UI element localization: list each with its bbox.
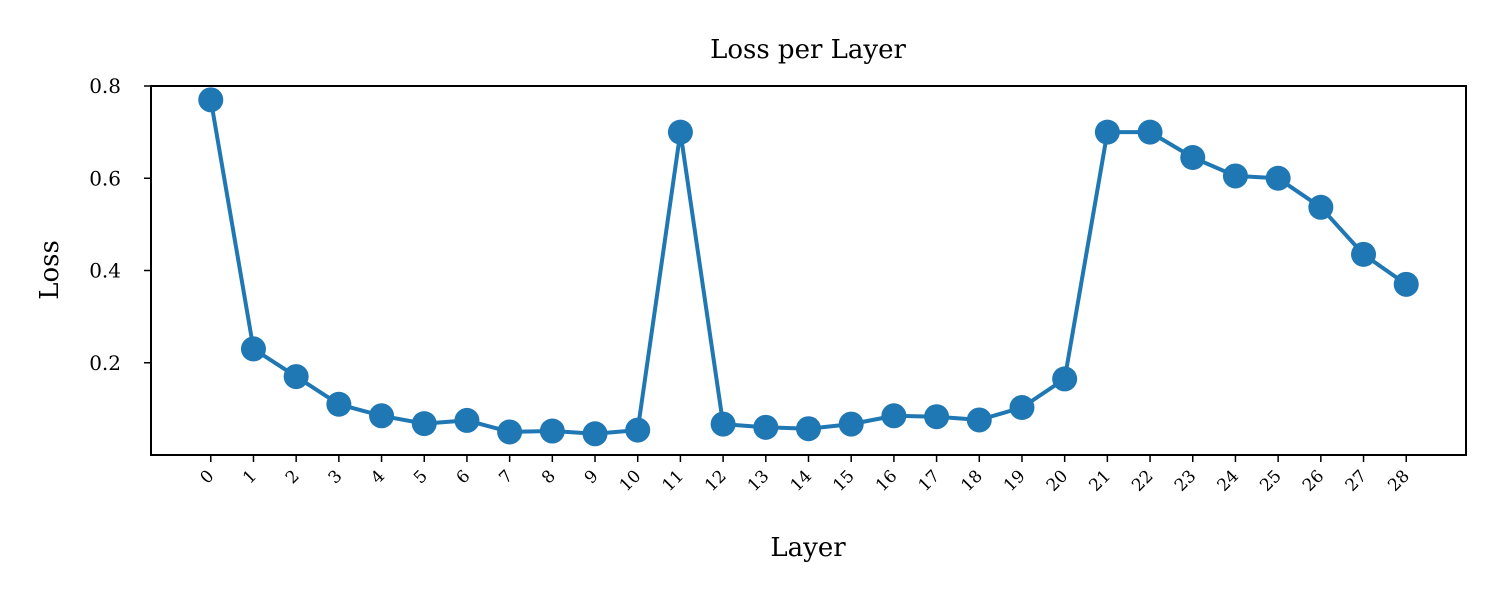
data-point [326,391,352,417]
data-point [1308,194,1334,220]
data-point [454,407,480,433]
data-point [1137,119,1163,145]
data-point [667,119,693,145]
data-point [1351,241,1377,267]
data-point [411,411,437,437]
data-point [966,407,992,433]
x-tick-label: 21 [1085,466,1114,495]
x-tick-label: 24 [1214,466,1243,495]
data-point [710,411,736,437]
data-point [1222,163,1248,189]
data-point [497,419,523,445]
chart-title: Loss per Layer [710,35,906,65]
x-tick-label: 11 [659,466,688,495]
data-point [283,364,309,390]
data-point [881,403,907,429]
y-tick-label: 0.8 [89,74,121,98]
y-tick-label: 0.6 [89,166,121,190]
data-point [582,421,608,447]
x-tick-label: 26 [1299,466,1328,495]
data-point [1052,366,1078,392]
x-tick-label: 28 [1384,466,1413,495]
x-tick-label: 8 [538,466,560,488]
data-point [625,417,651,443]
x-tick-label: 19 [1000,466,1029,495]
x-axis-label: Layer [770,533,846,563]
y-tick-label: 0.4 [89,259,121,283]
y-tick-label: 0.2 [89,351,121,375]
x-tick-label: 1 [239,466,261,488]
x-tick-label: 25 [1256,466,1285,495]
data-point [198,87,224,113]
x-tick-label: 12 [701,466,730,495]
x-tick-label: 5 [410,466,432,488]
plot-area: 0.20.40.60.80 1 2 3 4 5 6 7 8 9 10 11 12 13 14 15 16 17 18… [89,74,1467,496]
data-point [539,418,565,444]
x-tick-label: 4 [367,466,389,488]
x-tick-label: 3 [325,466,347,488]
data-point [369,403,395,429]
data-point [1393,271,1419,297]
x-tick-label: 10 [616,466,645,495]
x-tick-label: 22 [1128,466,1157,495]
x-tick-label: 16 [872,466,901,495]
x-tick-label: 0 [197,466,219,488]
data-point [924,404,950,430]
x-tick-label: 14 [787,466,816,495]
data-point [1180,144,1206,170]
x-tick-label: 27 [1342,466,1371,495]
data-point [240,336,266,362]
data-point [753,414,779,440]
data-point [796,416,821,442]
x-tick-label: 2 [282,466,304,488]
data-point [838,411,864,437]
series-line [208,99,1408,436]
x-tick-label: 20 [1043,466,1072,495]
x-tick-label: 18 [957,466,986,495]
data-point [1265,165,1291,191]
x-tick-label: 6 [453,466,475,488]
x-tick-label: 9 [581,466,603,488]
x-tick-label: 13 [744,466,773,495]
x-tick-label: 23 [1171,466,1200,495]
data-point [1009,394,1035,420]
x-tick-label: 7 [495,466,517,488]
x-tick-label: 17 [915,466,944,495]
x-tick-label: 15 [829,466,858,495]
data-point [1094,119,1120,145]
y-axis-label: Loss [35,240,65,300]
